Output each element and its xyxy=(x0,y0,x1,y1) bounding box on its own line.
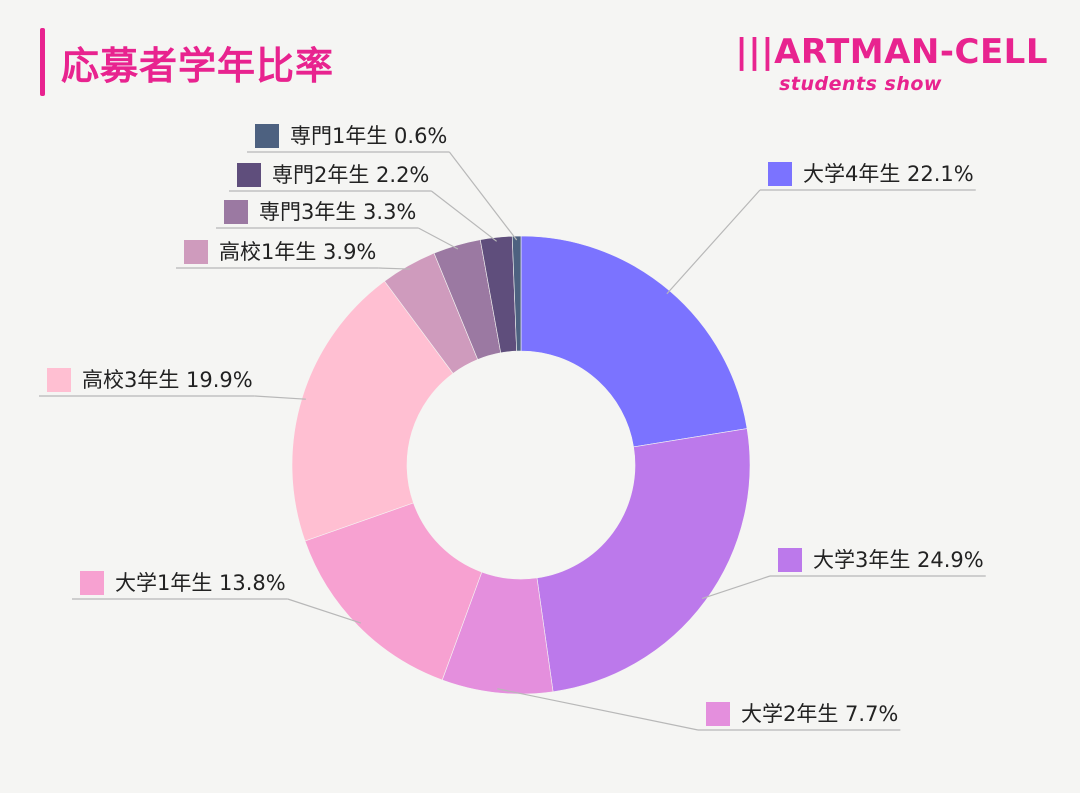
slice-大学3年生 xyxy=(536,428,751,693)
legend-swatch xyxy=(778,548,802,572)
slice-label: 大学1年生 13.8% xyxy=(115,571,286,595)
title-accent-bar xyxy=(40,28,45,96)
legend-item-高校1年生: 高校1年生 3.9% xyxy=(184,240,376,264)
page-title: 応募者学年比率 xyxy=(61,43,335,88)
slice-専門1年生 xyxy=(511,235,522,352)
logo-main-text: |||ARTMAN-CELL xyxy=(735,32,1048,72)
slice-label: 高校1年生 3.9% xyxy=(219,240,376,264)
leader-line xyxy=(254,395,306,400)
legend-item-大学2年生: 大学2年生 7.7% xyxy=(706,702,898,726)
legend-item-大学3年生: 大学3年生 24.9% xyxy=(778,548,984,572)
leader-line xyxy=(287,598,362,624)
title-block: 応募者学年比率 xyxy=(40,28,334,96)
legend-item-専門3年生: 専門3年生 3.3% xyxy=(224,200,416,224)
leader-line xyxy=(666,189,761,295)
slice-label: 大学2年生 7.7% xyxy=(741,702,898,726)
legend-swatch xyxy=(224,200,248,224)
legend-swatch xyxy=(706,702,730,726)
brand-logo: |||ARTMAN-CELL students show xyxy=(728,32,1048,96)
legend-swatch xyxy=(184,240,208,264)
slice-大学4年生 xyxy=(520,235,748,448)
logo-sub-text: students show xyxy=(779,73,942,95)
leader-line xyxy=(378,267,411,270)
legend-swatch xyxy=(237,163,261,187)
slice-label: 高校3年生 19.9% xyxy=(82,368,253,392)
legend-item-専門2年生: 専門2年生 2.2% xyxy=(237,163,429,187)
leader-line xyxy=(497,688,699,731)
slice-大学1年生 xyxy=(304,502,483,681)
legend-item-大学1年生: 大学1年生 13.8% xyxy=(80,571,286,595)
legend-item-大学4年生: 大学4年生 22.1% xyxy=(768,162,974,186)
legend-swatch xyxy=(255,124,279,148)
slice-label: 専門1年生 0.6% xyxy=(290,124,447,148)
legend-swatch xyxy=(47,368,71,392)
leader-line xyxy=(701,575,771,600)
legend-swatch xyxy=(768,162,792,186)
leader-line xyxy=(431,190,497,242)
slice-高校3年生 xyxy=(291,280,454,542)
legend-swatch xyxy=(80,571,104,595)
leader-line xyxy=(418,227,459,250)
slice-label: 専門3年生 3.3% xyxy=(259,200,416,224)
leader-line xyxy=(448,151,518,241)
slice-label: 専門2年生 2.2% xyxy=(272,163,429,187)
slice-label: 大学3年生 24.9% xyxy=(813,548,984,572)
slice-label: 大学4年生 22.1% xyxy=(803,162,974,186)
legend-item-高校3年生: 高校3年生 19.9% xyxy=(47,368,253,392)
legend-item-専門1年生: 専門1年生 0.6% xyxy=(255,124,447,148)
